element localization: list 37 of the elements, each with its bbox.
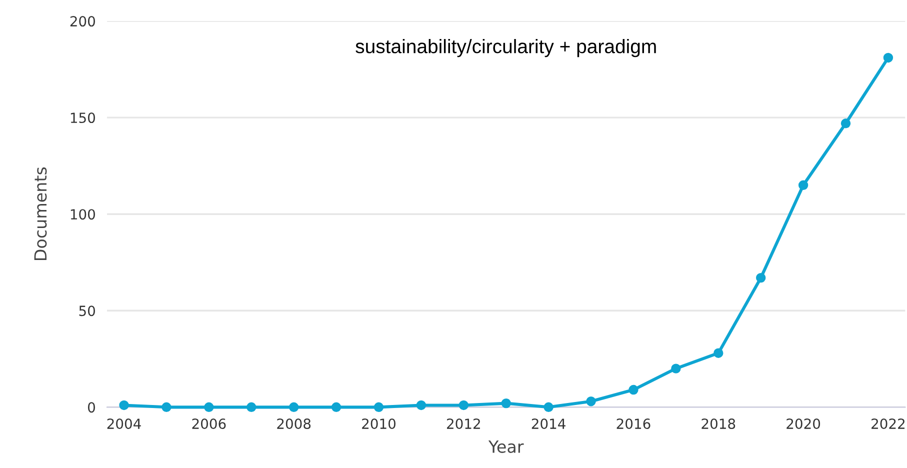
point	[458, 400, 469, 410]
point	[204, 402, 214, 412]
y-tick-label: 50	[79, 306, 95, 316]
point	[119, 400, 129, 410]
point	[544, 402, 554, 412]
point	[246, 402, 256, 412]
point	[288, 402, 299, 412]
x-tick-label: 2004	[107, 418, 141, 430]
y-tick-label: 200	[70, 16, 95, 27]
x-tick-label: 2012	[446, 418, 480, 430]
y-axis-title: Documents	[34, 167, 47, 260]
y-tick-label: 150	[70, 112, 95, 124]
point	[883, 52, 894, 63]
x-tick-label: 2016	[616, 418, 650, 430]
x-tick-label: 2014	[532, 418, 566, 430]
x-tick-label: 2006	[192, 418, 226, 430]
point	[714, 348, 724, 358]
point	[331, 402, 342, 412]
point	[416, 400, 426, 410]
y-tick-label: 0	[88, 402, 95, 413]
text: sustainability/circularity + paradigm	[356, 39, 656, 58]
point	[374, 402, 384, 412]
x-tick-label: 2008	[277, 418, 311, 430]
point	[628, 384, 638, 395]
x-tick-label: 2022	[872, 418, 904, 430]
point	[798, 180, 808, 190]
point	[586, 396, 596, 406]
point	[840, 118, 851, 128]
point	[162, 402, 172, 412]
point	[501, 398, 511, 408]
point	[756, 272, 766, 283]
point	[671, 364, 681, 374]
x-tick-label: 2018	[702, 418, 736, 430]
x-tick-label: 2010	[362, 418, 396, 430]
y-tick-label: 100	[70, 209, 95, 220]
x-tick-label: 2020	[786, 418, 820, 430]
x-axis-title: Year	[488, 440, 524, 453]
